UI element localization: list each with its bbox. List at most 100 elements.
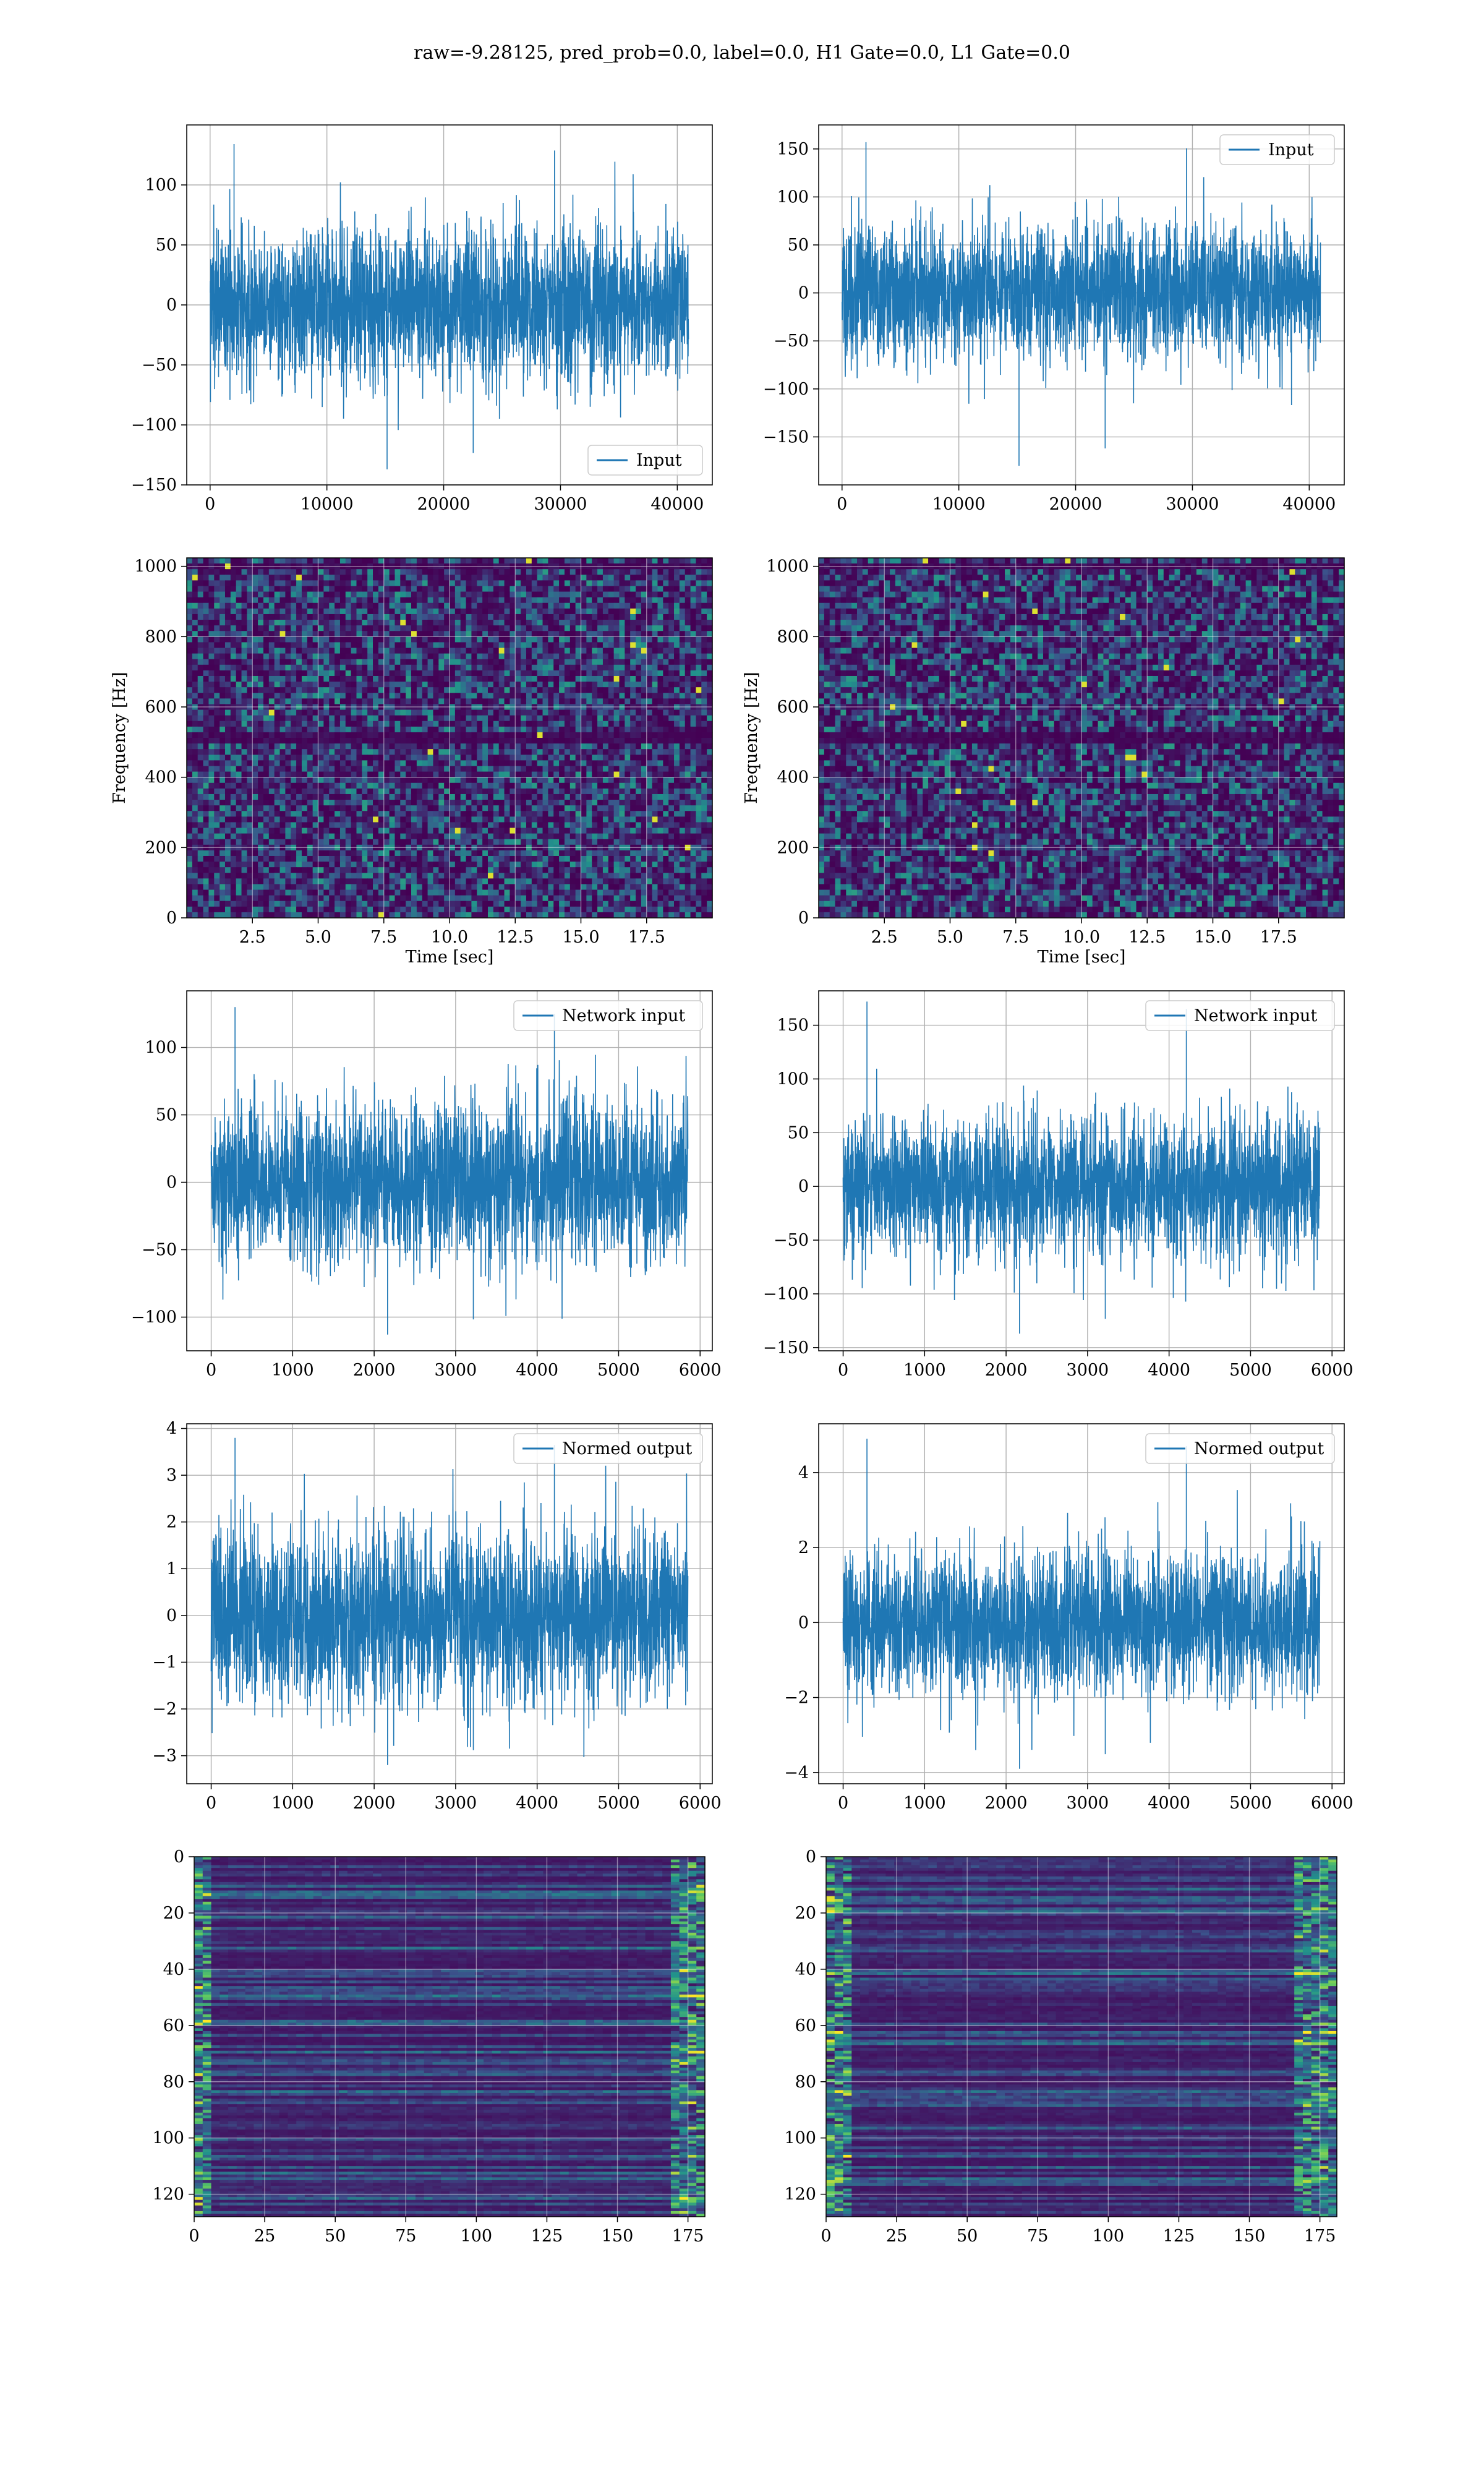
h1-spectrogram-cell: [482, 800, 488, 806]
h1-spectrogram-cell: [313, 822, 318, 828]
h1-spectrogram-cell: [663, 794, 668, 800]
h1-spectrogram-cell: [493, 822, 499, 828]
h1-spectrogram-cell: [526, 682, 532, 688]
h1-spectrogram-cell: [208, 642, 214, 648]
h1-spectrogram-cell: [444, 839, 450, 845]
h1-spectrogram-cell: [291, 749, 296, 755]
h1-spectrogram-cell: [641, 738, 647, 744]
h1-spectrogram-cell: [220, 816, 225, 823]
h1-spectrogram-cell: [668, 743, 674, 750]
h1-spectrogram-cell: [614, 575, 620, 581]
h1-spectrogram-cell: [663, 710, 668, 716]
h1-spectrogram-cell: [630, 839, 636, 845]
h1-spectrogram-cell: [515, 732, 521, 738]
h1-spectrogram-cell: [263, 789, 269, 795]
h1-spectrogram-cell: [313, 766, 318, 772]
h1-spectrogram-cell: [296, 698, 302, 704]
h1-spectrogram-cell: [275, 800, 280, 806]
h1-spectrogram-cell: [263, 783, 269, 789]
h1-spectrogram-cell: [247, 839, 252, 845]
h1-spectrogram-cell: [505, 721, 510, 727]
h1-spectrogram-cell: [565, 648, 570, 654]
h1-spectrogram-cell: [280, 816, 286, 823]
h1-spectrogram-cell: [647, 670, 652, 677]
h1-spectrogram-cell: [356, 760, 362, 766]
h1-spectrogram-cell: [384, 760, 390, 766]
h1-spectrogram-cell: [433, 834, 438, 840]
h1-spectrogram-cell: [247, 636, 252, 643]
h1-spectrogram-cell: [242, 828, 247, 834]
h1-spectrogram-cell: [471, 716, 477, 722]
h1-spectrogram-cell: [477, 665, 482, 671]
h1-spectrogram-cell: [614, 721, 620, 727]
h1-spectrogram-cell: [291, 676, 296, 682]
h1-spectrogram-cell: [526, 777, 532, 784]
h1-spectrogram-cell: [657, 614, 663, 620]
h1-spectrogram-cell: [351, 614, 357, 620]
h1-spectrogram-cell: [450, 800, 455, 806]
h1-spectrogram-cell: [351, 710, 357, 716]
h1-spectrogram-cell: [280, 648, 286, 654]
h1-spectrogram-cell: [614, 603, 620, 609]
h1-spectrogram-cell: [384, 789, 390, 795]
h1-spectrogram-cell: [553, 839, 559, 845]
h1-spectrogram-cell: [674, 800, 680, 806]
h1-spectrogram-cell: [652, 732, 658, 738]
h1-spectrogram-cell: [636, 760, 641, 766]
h1-spectrogram-cell: [559, 743, 565, 750]
h1-spectrogram-cell: [373, 755, 378, 761]
h1-spectrogram-cell: [356, 710, 362, 716]
h1-spectrogram-cell: [323, 698, 329, 704]
h1-spectrogram-cell: [499, 597, 505, 604]
h1-spectrogram-cell: [471, 614, 477, 620]
h1-spectrogram-cell: [198, 682, 203, 688]
h1-spectrogram-cell: [553, 665, 559, 671]
h1-spectrogram-cell: [493, 569, 499, 575]
h1-spectrogram-cell: [208, 783, 214, 789]
h1-spectrogram-cell: [214, 805, 220, 811]
h1-spectrogram-cell: [576, 839, 581, 845]
h1-spectrogram-cell: [247, 732, 252, 738]
h1-spectrogram-cell: [477, 760, 482, 766]
h1-spectrogram-cell: [548, 716, 553, 722]
h1-spectrogram-cell: [701, 665, 707, 671]
h1-spectrogram-cell: [680, 698, 685, 704]
h1-spectrogram-cell: [641, 592, 647, 598]
h1-spectrogram-cell: [570, 816, 576, 823]
h1-spectrogram-cell: [581, 687, 587, 693]
h1-spectrogram-cell: [433, 805, 438, 811]
h1-spectrogram-cell: [608, 580, 614, 586]
h1-spectrogram-cell: [461, 822, 466, 828]
h1-spectrogram-cell: [296, 597, 302, 604]
h1-spectrogram-cell: [625, 834, 630, 840]
h1-spectrogram-cell: [663, 760, 668, 766]
h1-spectrogram-cell: [603, 659, 608, 666]
h1-spectrogram-cell: [521, 716, 526, 722]
h1-spectrogram-cell: [488, 760, 493, 766]
h1-spectrogram-cell: [406, 631, 411, 637]
h1-spectrogram-cell: [318, 743, 324, 750]
h1-spectrogram-cell: [313, 580, 318, 586]
h1-spectrogram-cell: [313, 682, 318, 688]
h1-spectrogram-cell: [208, 687, 214, 693]
h1-spectrogram-cell: [576, 693, 581, 699]
h1-spectrogram-cell: [313, 755, 318, 761]
h1-spectrogram-cell: [652, 811, 658, 817]
h1-spectrogram-cell: [252, 670, 258, 677]
h1-spectrogram-cell: [515, 670, 521, 677]
h1-spectrogram-cell: [318, 654, 324, 660]
h1-spectrogram-cell: [302, 580, 307, 586]
h1-spectrogram-cell: [450, 760, 455, 766]
h1-spectrogram-cell: [252, 716, 258, 722]
h1-spectrogram-cell: [335, 777, 340, 784]
h1-spectrogram-cell: [428, 710, 433, 716]
h1-spectrogram-cell: [335, 654, 340, 660]
h1-spectrogram-cell: [461, 716, 466, 722]
h1-spectrogram-cell: [450, 777, 455, 784]
h1-spectrogram-cell: [433, 614, 438, 620]
h1-spectrogram-cell: [203, 659, 209, 666]
h1-spectrogram-cell: [532, 732, 537, 738]
h1-spectrogram-cell: [471, 822, 477, 828]
h1-spectrogram-cell: [187, 693, 192, 699]
h1-spectrogram-cell: [198, 654, 203, 660]
